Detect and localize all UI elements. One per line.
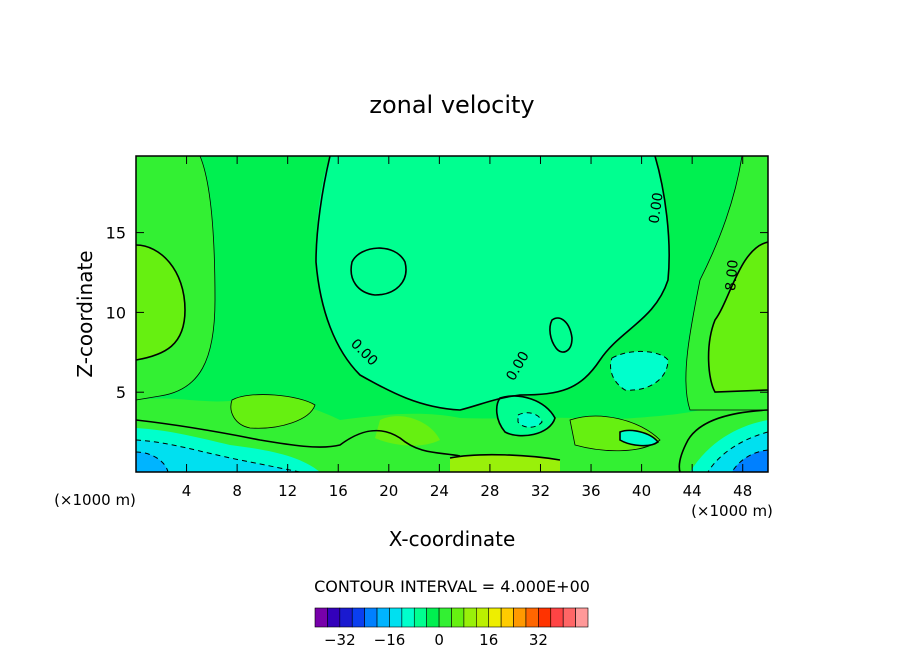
colorbar: −32 −16 0 16 32 [314, 607, 589, 649]
chart-title: zonal velocity [369, 91, 534, 119]
x-tick-label: 8 [232, 482, 242, 500]
x-tick-label: 24 [430, 482, 449, 500]
colorbar-swatch [476, 607, 490, 628]
colorbar-swatch [339, 607, 353, 628]
region-bottom-lobe-2 [375, 416, 440, 446]
contour-right-band [685, 156, 768, 411]
region-jet-left-3 [136, 452, 168, 472]
colorbar-swatch [351, 607, 365, 628]
colorbar-swatch [525, 607, 539, 628]
colorbar-tick-label: 0 [434, 631, 444, 649]
contour-neg-pocket [610, 351, 669, 391]
contour-bottom [136, 419, 461, 457]
colorbar-swatch [327, 607, 341, 628]
colorbar-swatch [463, 607, 477, 628]
region-bottom-lobe-4 [450, 454, 560, 472]
colorbar-swatch [389, 607, 403, 628]
contour-right-bottom [678, 409, 768, 472]
colorbar-swatch [513, 607, 527, 628]
contour-interval-label: CONTOUR INTERVAL = 4.000E+00 [314, 577, 590, 596]
region-jet-right-3 [732, 450, 768, 472]
region-circle [351, 248, 406, 295]
colorbar-swatch [413, 607, 427, 628]
x-tick-label: 4 [182, 482, 192, 500]
colorbar-swatch [426, 607, 440, 628]
x-tick-label: 32 [531, 482, 550, 500]
contour-neg-jet-right-2 [731, 449, 768, 472]
colorbar-swatch [488, 607, 502, 628]
x-units-left: (×1000 m) [54, 491, 136, 509]
region-pocket-inner [518, 412, 542, 428]
region-left-lobe [136, 245, 185, 360]
region-central [316, 156, 670, 410]
contour-circle [350, 247, 407, 296]
x-tick-label: 48 [733, 482, 752, 500]
contour-speckle [619, 429, 660, 447]
contour-neg-jet-left-1 [136, 439, 301, 472]
colorbar-swatch [550, 607, 564, 628]
contour-field [136, 156, 768, 472]
contour-left-lobe [136, 244, 186, 361]
contour-left-band [136, 156, 216, 401]
colorbar-swatch [451, 607, 465, 628]
colorbar-swatch [438, 607, 452, 628]
contour-negative-lines [136, 351, 768, 472]
contour-label: 0.00 [647, 192, 667, 225]
contour-label: 8.00 [723, 259, 742, 291]
x-axis: 4 8 12 16 20 24 28 32 36 40 44 48 [182, 156, 752, 500]
x-tick-label: 12 [278, 482, 297, 500]
x-tick-label: 44 [683, 482, 702, 500]
contour-lines [136, 156, 768, 472]
colorbar-swatch [314, 607, 328, 628]
contour-small-oval [549, 317, 573, 353]
x-tick-label: 16 [329, 482, 348, 500]
contour-neg-inner [517, 412, 543, 428]
x-tick-label: 28 [480, 482, 499, 500]
contour-neg-jet-right-1 [707, 431, 768, 472]
y-axis: 5 10 15 [106, 224, 768, 402]
colorbar-tick-label: 32 [529, 631, 548, 649]
y-tick-label: 5 [116, 383, 126, 402]
region-right-pocket [610, 351, 668, 391]
x-tick-label: 20 [379, 482, 398, 500]
x-axis-label: X-coordinate [389, 527, 516, 551]
colorbar-swatch [500, 607, 514, 628]
x-units-right: (×1000 m) [691, 502, 773, 520]
colorbar-tick-label: −32 [324, 631, 356, 649]
y-axis-label: Z-coordinate [73, 250, 97, 377]
colorbar-tick-label: 16 [479, 631, 498, 649]
colorbar-swatch [538, 607, 552, 628]
contour-lobe-1 [230, 394, 316, 429]
contour-pocket [495, 395, 556, 437]
colorbar-swatch [575, 607, 589, 628]
y-tick-label: 15 [106, 224, 126, 243]
colorbar-swatch [376, 607, 390, 628]
plot-frame [135, 155, 769, 473]
contour-lobe-3 [569, 415, 661, 452]
region-bottom-lobe-1 [230, 394, 315, 429]
colorbar-swatch [364, 607, 378, 628]
colorbar-swatch [562, 607, 576, 628]
region-speckle [620, 430, 658, 446]
contour-neg-jet-left-2 [136, 451, 169, 472]
colorbar-swatch [401, 607, 415, 628]
colorbar-tick-label: −16 [374, 631, 406, 649]
region-right-lobe [708, 242, 768, 392]
region-jet-left-2 [136, 440, 300, 472]
contour-right-lobe [707, 241, 768, 393]
contour-zero-main [315, 156, 670, 411]
y-tick-label: 10 [106, 303, 126, 322]
x-tick-label: 40 [632, 482, 651, 500]
contour-bottom-lobe [449, 453, 561, 461]
x-tick-label: 36 [581, 482, 600, 500]
contour-thin-lines [136, 156, 768, 452]
